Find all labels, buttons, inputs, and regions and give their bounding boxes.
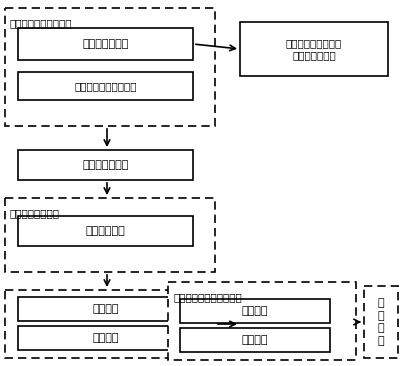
Text: 无动力滑行试验: 无动力滑行试验 <box>82 39 129 49</box>
Bar <box>180 299 330 323</box>
Text: 飞机工作情况，各系
统工作匹配情况: 飞机工作情况，各系 统工作匹配情况 <box>286 38 342 60</box>
Bar <box>5 198 215 272</box>
Text: 最
终
结
果: 最 终 结 果 <box>378 298 384 346</box>
Bar <box>18 150 193 180</box>
Bar <box>168 282 356 360</box>
Text: 气动参数: 气动参数 <box>92 304 119 314</box>
Bar <box>240 22 388 76</box>
Bar <box>18 72 193 100</box>
Bar <box>5 8 215 126</box>
Bar <box>18 28 193 60</box>
Bar <box>364 286 398 358</box>
Bar <box>180 328 330 352</box>
Text: 气动参数测定方法: 气动参数测定方法 <box>10 208 60 218</box>
Bar <box>18 326 193 350</box>
Text: 误差分析与数据辨识方法: 误差分析与数据辨识方法 <box>174 292 243 302</box>
Text: 气动参数测定滑行试验: 气动参数测定滑行试验 <box>74 81 137 91</box>
Bar <box>18 216 193 246</box>
Bar <box>18 297 193 321</box>
Bar <box>5 290 215 358</box>
Text: 地面滑行试验方案制定: 地面滑行试验方案制定 <box>10 18 72 28</box>
Text: 气动焦点: 气动焦点 <box>92 333 119 343</box>
Text: 传感器采集参数: 传感器采集参数 <box>82 160 129 170</box>
Text: 测量误差: 测量误差 <box>242 306 268 316</box>
Text: 气动焦点测试: 气动焦点测试 <box>85 226 126 236</box>
Text: 计算误差: 计算误差 <box>242 335 268 345</box>
